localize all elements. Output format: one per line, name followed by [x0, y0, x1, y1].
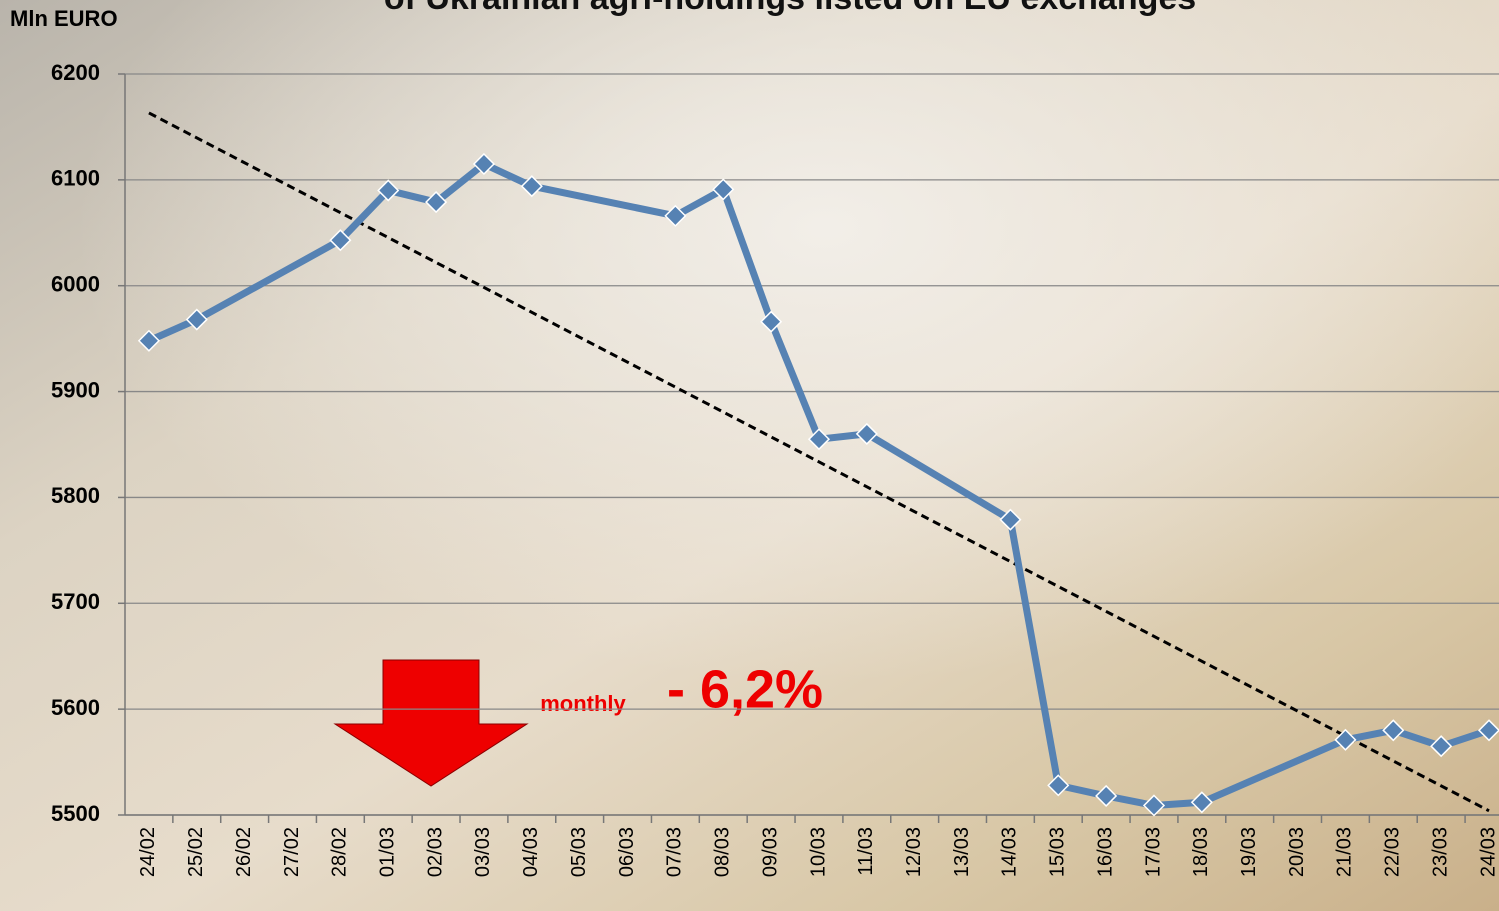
x-tick-label: 01/03: [377, 827, 399, 877]
x-tick-label: 26/02: [233, 827, 255, 877]
x-tick-label: 06/03: [616, 827, 638, 877]
x-tick-label: 19/03: [1238, 827, 1260, 877]
x-tick-label: 17/03: [1142, 827, 1164, 877]
x-tick-label: 09/03: [759, 827, 781, 877]
y-tick-label: 5600: [51, 695, 100, 720]
x-tick-label: 28/02: [329, 827, 351, 877]
x-tick-label: 10/03: [807, 827, 829, 877]
y-tick-label: 6200: [51, 60, 100, 85]
x-tick-label: 22/03: [1382, 827, 1404, 877]
x-tick-label: 24/03: [1477, 827, 1499, 877]
annotation-small: monthly: [540, 691, 626, 716]
x-tick-label: 12/03: [903, 827, 925, 877]
x-tick-label: 21/03: [1334, 827, 1356, 877]
x-tick-label: 16/03: [1094, 827, 1116, 877]
x-tick-label: 03/03: [472, 827, 494, 877]
x-tick-label: 27/02: [281, 827, 303, 877]
page: {"chart_data": {"type": "line", "title":…: [0, 0, 1499, 911]
x-tick-label: 15/03: [1047, 827, 1069, 877]
x-tick-label: 08/03: [712, 827, 734, 877]
annotation-big: - 6,2%: [667, 659, 823, 719]
y-tick-label: 6100: [51, 166, 100, 191]
y-tick-label: 5700: [51, 589, 100, 614]
chart-title: of Ukrainian agri-holdings listed on EU …: [384, 0, 1196, 17]
x-tick-label: 23/03: [1429, 827, 1451, 877]
x-tick-label: 05/03: [568, 827, 590, 877]
y-tick-label: 5800: [51, 483, 100, 508]
chart: of Ukrainian agri-holdings listed on EU …: [0, 0, 1499, 911]
x-tick-label: 04/03: [520, 827, 542, 877]
y-tick-label: 5900: [51, 377, 100, 402]
y-tick-label: 5500: [51, 801, 100, 826]
x-tick-label: 18/03: [1190, 827, 1212, 877]
x-tick-label: 25/02: [185, 827, 207, 877]
x-tick-label: 11/03: [855, 827, 877, 876]
x-tick-label: 20/03: [1286, 827, 1308, 877]
x-tick-label: 14/03: [999, 827, 1021, 877]
x-tick-label: 13/03: [951, 827, 973, 877]
x-tick-label: 07/03: [664, 827, 686, 877]
y-tick-label: 6000: [51, 272, 100, 297]
y-axis-label: Mln EURO: [10, 6, 118, 31]
x-tick-label: 24/02: [137, 827, 159, 877]
x-tick-label: 02/03: [424, 827, 446, 877]
